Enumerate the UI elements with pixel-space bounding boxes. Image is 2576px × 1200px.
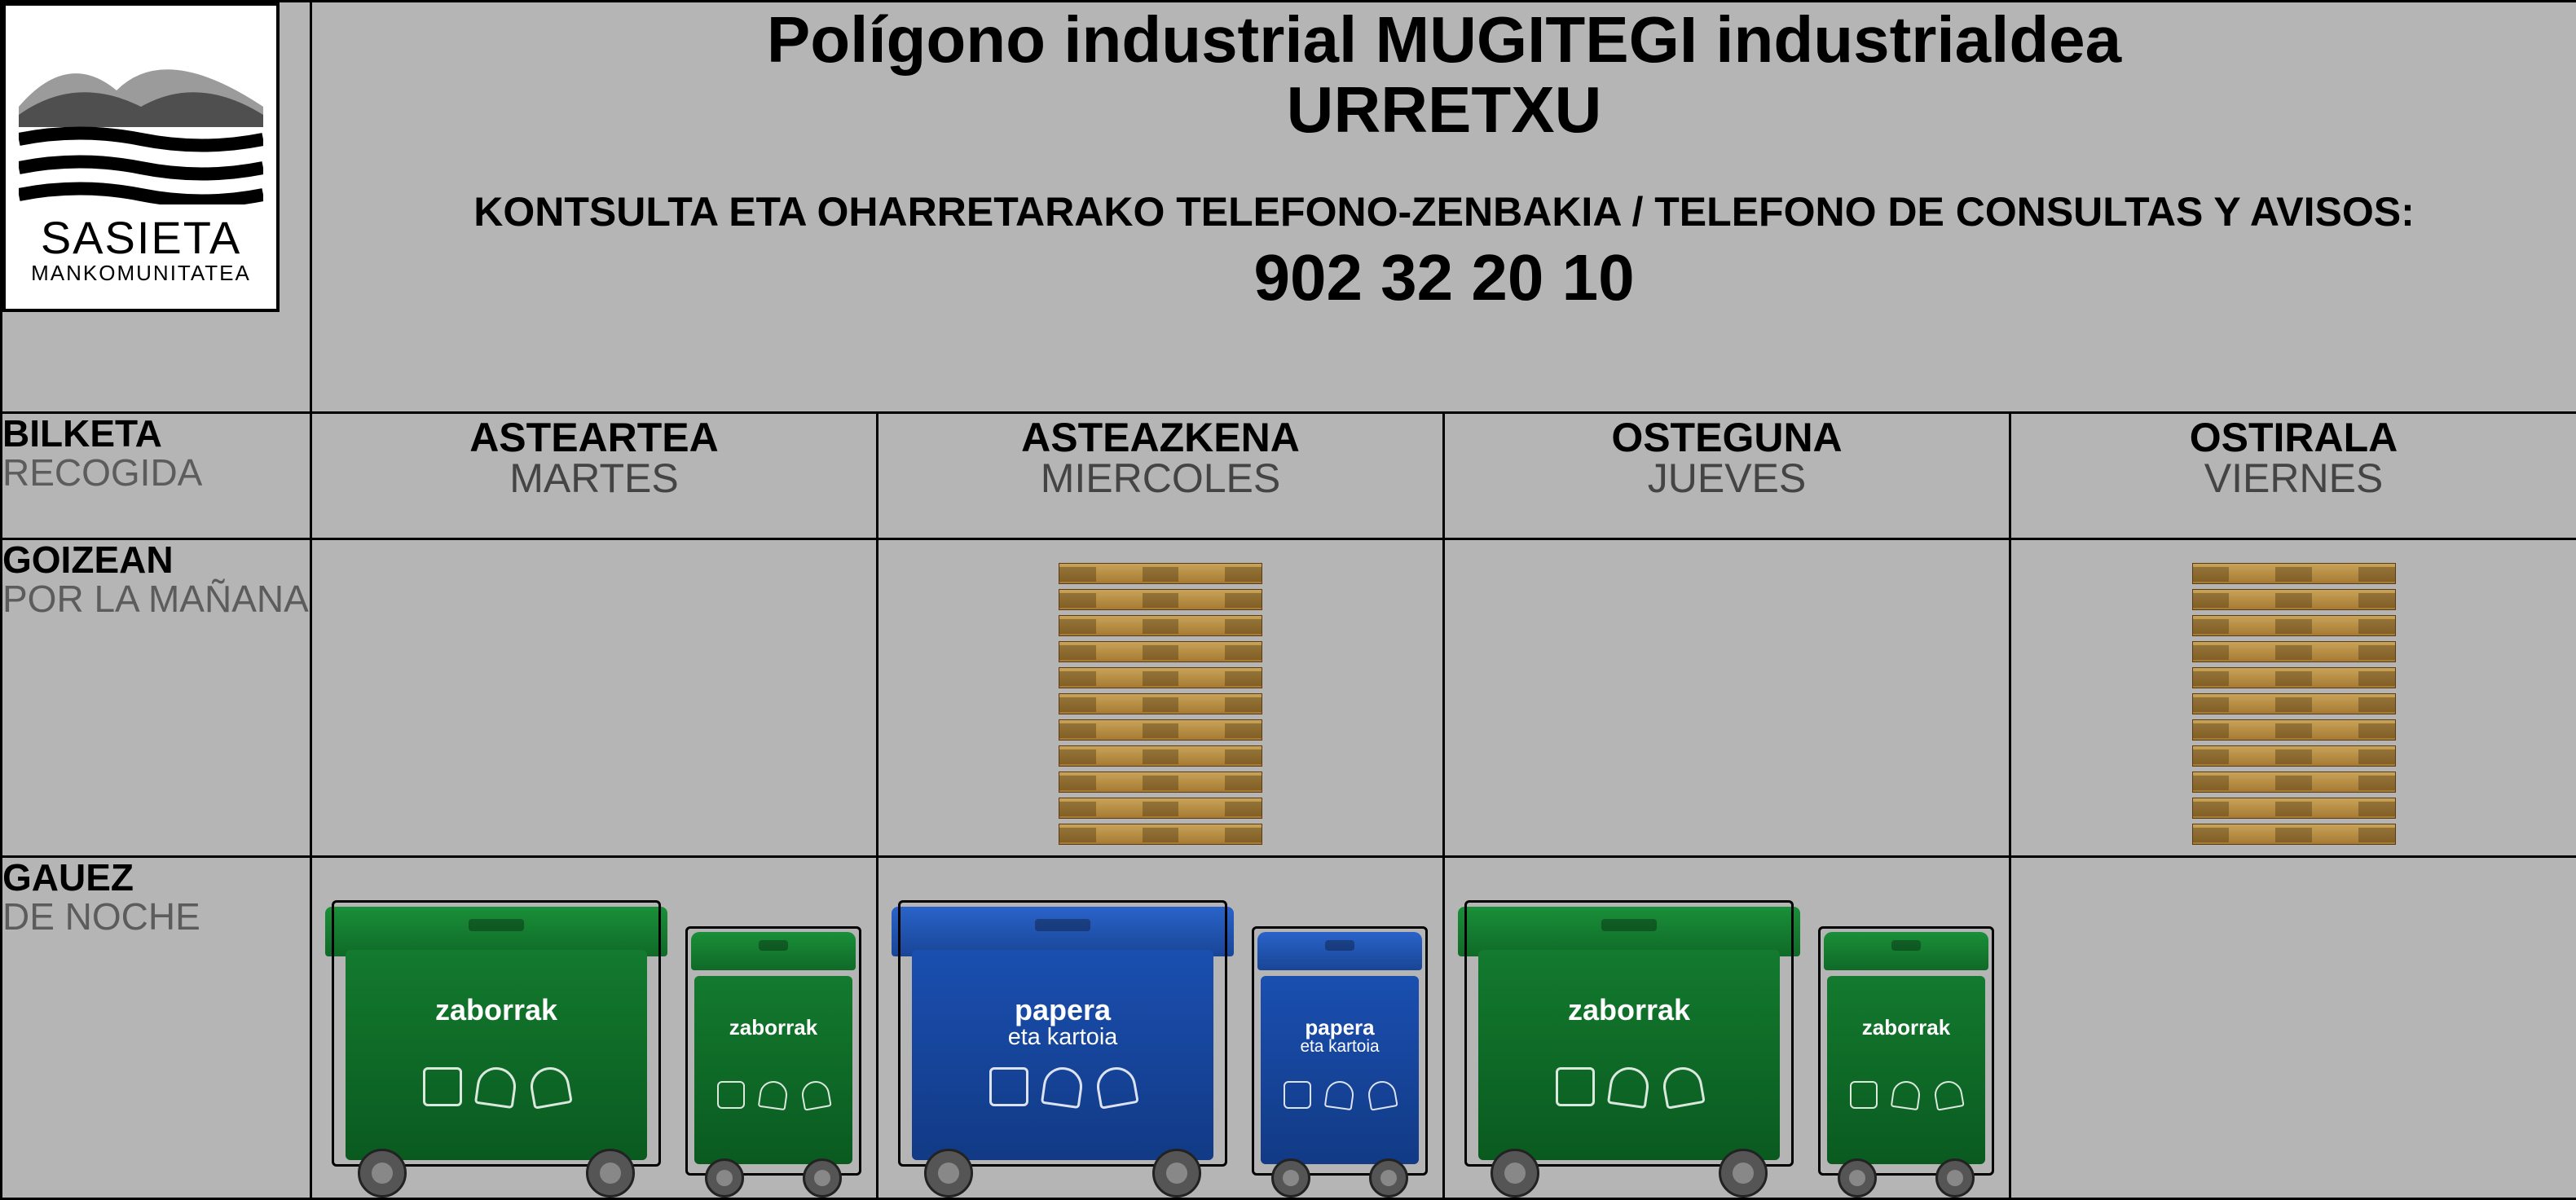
green_small-bin-icon: zaborrak	[1816, 921, 1996, 1198]
day-col-0: ASTEARTEA MARTES	[311, 413, 878, 539]
bin-pictograms	[684, 1081, 863, 1109]
morning-1	[878, 539, 1444, 857]
morning-3	[2010, 539, 2576, 857]
morning-0	[311, 539, 878, 857]
green_large-bin-icon: zaborrak	[1458, 888, 1800, 1198]
bin-label: zaborrak	[1816, 1015, 1996, 1040]
night-3	[2010, 857, 2576, 1199]
day-2-es: JUEVES	[1445, 455, 2009, 502]
green_small-bin-icon: zaborrak	[684, 921, 863, 1198]
bin-pictograms	[1250, 1081, 1429, 1109]
bin-label: zaborrak	[1458, 993, 1800, 1027]
header-title-line2: URRETXU	[312, 73, 2576, 147]
bin-label: paperaeta kartoia	[892, 993, 1234, 1051]
blue_large-bin-icon: paperaeta kartoia	[892, 888, 1234, 1198]
rowlabel-night: GAUEZ DE NOCHE	[2, 857, 311, 1199]
header-title-line1: Polígono industrial MUGITEGI industriald…	[312, 2, 2576, 77]
morning-2	[1444, 539, 2010, 857]
label-morning-es: POR LA MAÑANA	[2, 579, 310, 618]
label-collection-eu: BILKETA	[2, 414, 310, 453]
logo-art	[19, 17, 263, 204]
label-night-es: DE NOCHE	[2, 897, 310, 936]
header-cell: Polígono industrial MUGITEGI industriald…	[311, 2, 2576, 413]
green_large-bin-icon: zaborrak	[325, 888, 667, 1198]
day-0-es: MARTES	[312, 455, 876, 502]
day-col-2: OSTEGUNA JUEVES	[1444, 413, 2010, 539]
blue_small-bin-icon: paperaeta kartoia	[1250, 921, 1429, 1198]
label-night-eu: GAUEZ	[2, 858, 310, 897]
bin-pictograms	[325, 1067, 667, 1106]
day-3-es: VIERNES	[2011, 455, 2576, 502]
header-subtitle: KONTSULTA ETA OHARRETARAKO TELEFONO-ZENB…	[312, 188, 2576, 235]
day-col-1: ASTEAZKENA MIERCOLES	[878, 413, 1444, 539]
logo: SASIETA MANKOMUNITATEA	[2, 2, 280, 312]
day-1-es: MIERCOLES	[878, 455, 1442, 502]
rowlabel-collection: BILKETA RECOGIDA	[2, 413, 311, 539]
bin-pictograms	[1816, 1081, 1996, 1109]
logo-cell: SASIETA MANKOMUNITATEA	[2, 2, 311, 413]
day-col-3: OSTIRALA VIERNES	[2010, 413, 2576, 539]
pallet-icon	[2192, 552, 2396, 845]
schedule-sheet: SASIETA MANKOMUNITATEA Polígono industri…	[0, 0, 2576, 1198]
night-2: zaborrak zaborrak	[1444, 857, 2010, 1199]
night-1: paperaeta kartoia paperaeta kartoia	[878, 857, 1444, 1199]
rowlabel-morning: GOIZEAN POR LA MAÑANA	[2, 539, 311, 857]
pallet-icon	[1059, 552, 1262, 845]
bin-pictograms	[1458, 1067, 1800, 1106]
label-collection-es: RECOGIDA	[2, 453, 310, 492]
header-phone: 902 32 20 10	[312, 240, 2576, 315]
bin-label: paperaeta kartoia	[1250, 1015, 1429, 1057]
label-morning-eu: GOIZEAN	[2, 540, 310, 579]
bin-label: zaborrak	[684, 1015, 863, 1040]
night-0: zaborrak zaborrak	[311, 857, 878, 1199]
logo-subtitle: MANKOMUNITATEA	[31, 261, 251, 286]
bin-pictograms	[892, 1067, 1234, 1106]
bin-label: zaborrak	[325, 993, 667, 1027]
logo-name: SASIETA	[41, 211, 241, 264]
schedule-grid: SASIETA MANKOMUNITATEA Polígono industri…	[0, 0, 2576, 1200]
